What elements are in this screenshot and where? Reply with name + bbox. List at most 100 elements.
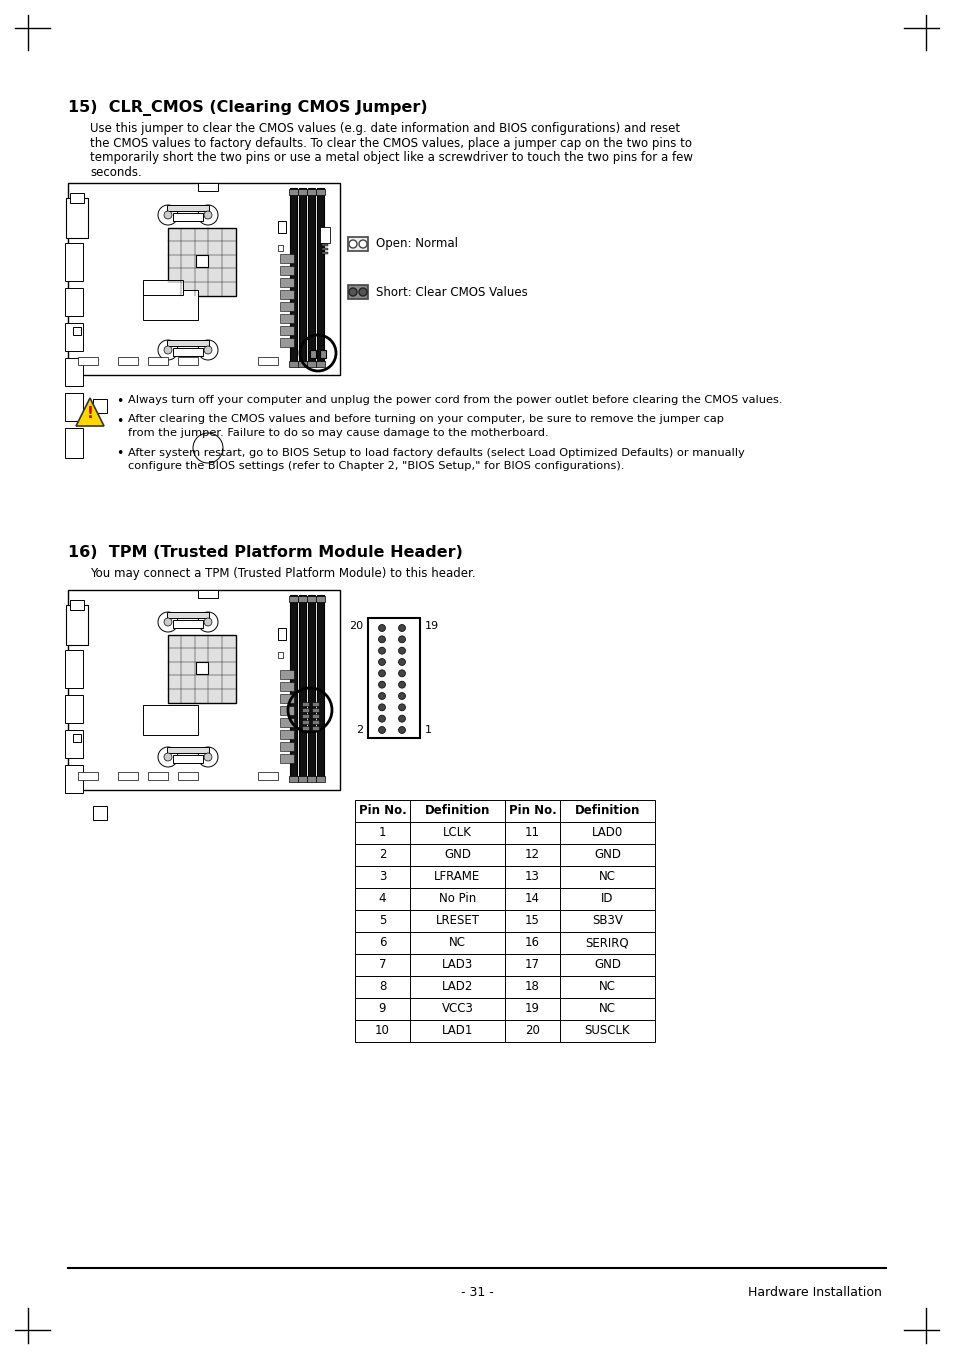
Circle shape [204,618,212,626]
Text: NC: NC [598,980,616,994]
Bar [280,338,294,348]
Circle shape [358,288,367,296]
Bar [195,661,208,674]
Circle shape [398,716,405,722]
Bar [178,771,198,779]
Text: 1: 1 [424,725,432,735]
Text: 2: 2 [378,849,386,861]
Circle shape [398,648,405,655]
Bar [290,187,296,365]
Text: Definition: Definition [424,804,490,818]
Bar [298,187,306,365]
Bar [68,589,339,790]
Polygon shape [76,398,104,426]
Bar [312,714,318,718]
Text: LAD1: LAD1 [441,1024,473,1038]
Bar [559,932,655,955]
Bar [504,888,559,910]
Text: 8: 8 [378,980,386,994]
Bar [410,1020,504,1042]
Circle shape [358,240,367,249]
Circle shape [349,288,356,296]
Bar [68,183,339,375]
Text: 13: 13 [524,870,539,884]
Text: LRESET: LRESET [435,914,479,928]
Bar [302,708,309,712]
Text: NC: NC [449,937,465,949]
Bar [65,323,83,350]
Bar [410,976,504,998]
Text: •: • [116,395,123,407]
Bar [559,998,655,1020]
Circle shape [349,240,356,249]
Text: LAD2: LAD2 [441,980,473,994]
Text: 11: 11 [524,827,539,839]
Bar [410,888,504,910]
Text: 14: 14 [524,892,539,906]
Bar [355,955,410,976]
Bar [277,652,283,659]
Circle shape [193,433,223,463]
Circle shape [164,210,172,219]
Text: temporarily short the two pins or use a metal object like a screwdriver to touch: temporarily short the two pins or use a … [90,151,692,164]
Bar [348,285,368,299]
Bar [368,618,419,737]
Bar [70,600,84,610]
Bar [410,800,504,822]
Bar [355,866,410,888]
Bar [280,741,294,751]
Bar [315,361,325,367]
Bar [355,822,410,845]
Bar [297,596,307,602]
Bar [504,800,559,822]
Bar [298,595,306,779]
Bar [65,765,83,793]
Bar [168,636,235,703]
Text: !: ! [87,406,93,421]
Bar [257,357,277,365]
Circle shape [158,747,178,767]
Text: - 31 -: - 31 - [460,1286,493,1300]
Bar [312,727,318,731]
Bar [198,183,218,191]
Text: Definition: Definition [575,804,639,818]
Circle shape [378,659,385,665]
Bar [312,702,318,706]
Bar [92,399,107,413]
Circle shape [204,210,212,219]
Circle shape [378,716,385,722]
Bar [280,718,294,727]
Circle shape [204,346,212,354]
Text: 12: 12 [524,849,539,861]
Circle shape [158,340,178,360]
Bar [307,361,315,367]
Bar [280,291,294,299]
Bar [78,771,98,779]
Bar [280,301,294,311]
Bar [280,278,294,287]
Circle shape [378,703,385,710]
Text: GND: GND [594,849,620,861]
Bar [290,595,296,779]
Bar [355,910,410,932]
Text: 20: 20 [524,1024,539,1038]
Bar [322,244,328,246]
Bar [289,596,297,602]
Text: 15: 15 [524,914,539,928]
Bar [504,998,559,1020]
Bar [559,845,655,866]
Text: 6: 6 [378,937,386,949]
Bar [143,280,183,295]
Bar [410,955,504,976]
Bar [312,708,318,712]
Circle shape [398,636,405,642]
Bar [559,800,655,822]
Bar [277,627,286,640]
Circle shape [378,636,385,642]
Bar [73,327,81,335]
Bar [289,361,297,367]
Bar [410,932,504,955]
Bar [559,1020,655,1042]
Bar [65,731,83,758]
Text: 1: 1 [378,827,386,839]
